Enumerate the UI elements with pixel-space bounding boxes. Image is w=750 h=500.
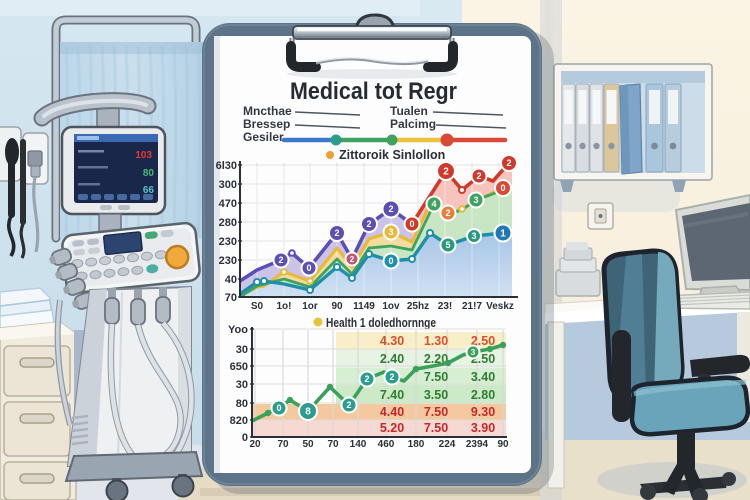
svg-text:224: 224 <box>439 439 456 450</box>
svg-text:5.20: 5.20 <box>380 421 404 435</box>
svg-text:80: 80 <box>236 398 248 410</box>
svg-text:70: 70 <box>277 439 289 450</box>
svg-text:Palcimg: Palcimg <box>390 117 436 131</box>
svg-text:3.90: 3.90 <box>471 421 495 435</box>
svg-text:2: 2 <box>506 158 511 168</box>
svg-text:20: 20 <box>249 439 261 450</box>
svg-text:Veskz: Veskz <box>486 301 514 312</box>
svg-text:3: 3 <box>471 348 476 357</box>
svg-text:0: 0 <box>409 219 414 229</box>
svg-text:2: 2 <box>346 400 351 410</box>
svg-text:70: 70 <box>225 292 237 304</box>
svg-text:2.50: 2.50 <box>471 334 495 348</box>
svg-text:21!7: 21!7 <box>462 301 482 312</box>
svg-text:1o!: 1o! <box>277 301 292 312</box>
svg-text:Health 1 doledhornnge: Health 1 doledhornnge <box>326 316 436 330</box>
svg-text:2: 2 <box>364 374 369 384</box>
svg-text:1.30: 1.30 <box>424 334 448 348</box>
svg-text:8: 8 <box>305 407 311 418</box>
svg-text:4.30: 4.30 <box>380 334 404 348</box>
svg-text:4: 4 <box>431 199 436 209</box>
svg-text:3.40: 3.40 <box>471 370 495 384</box>
svg-text:1ov: 1ov <box>382 301 400 312</box>
svg-text:2: 2 <box>350 255 355 264</box>
svg-text:2: 2 <box>388 204 393 214</box>
svg-text:2: 2 <box>334 228 339 238</box>
svg-text:2394: 2394 <box>466 439 489 450</box>
svg-text:Medical tot Regr: Medical tot Regr <box>290 78 457 105</box>
svg-text:2: 2 <box>443 167 449 178</box>
svg-text:7.50: 7.50 <box>424 370 448 384</box>
svg-text:90: 90 <box>331 301 343 312</box>
svg-text:Mncthae: Mncthae <box>243 104 292 118</box>
svg-text:5: 5 <box>445 240 450 250</box>
svg-text:7.50: 7.50 <box>424 405 448 419</box>
svg-text:30: 30 <box>236 344 248 356</box>
svg-text:3: 3 <box>388 227 393 237</box>
svg-text:6l30: 6l30 <box>216 160 237 172</box>
svg-text:3: 3 <box>471 231 476 241</box>
svg-text:4.40: 4.40 <box>380 405 404 419</box>
svg-text:0: 0 <box>500 183 505 193</box>
svg-text:30: 30 <box>236 379 248 391</box>
svg-text:0: 0 <box>242 432 248 444</box>
svg-text:3: 3 <box>473 195 478 205</box>
svg-text:Gesiler: Gesiler <box>243 130 284 144</box>
svg-text:1: 1 <box>500 229 506 240</box>
svg-text:2.80: 2.80 <box>471 388 495 402</box>
svg-text:0: 0 <box>276 403 281 413</box>
svg-text:1149: 1149 <box>353 301 375 312</box>
svg-text:23!: 23! <box>438 301 452 312</box>
svg-text:140: 140 <box>350 439 367 450</box>
svg-text:820: 820 <box>230 415 248 427</box>
svg-text:470: 470 <box>219 198 237 210</box>
svg-text:40: 40 <box>225 274 237 286</box>
svg-text:9.30: 9.30 <box>471 405 495 419</box>
svg-text:Yoo: Yoo <box>228 324 248 336</box>
svg-text:650: 650 <box>230 361 248 373</box>
svg-text:66: 66 <box>143 185 155 196</box>
svg-text:230: 230 <box>219 236 237 248</box>
svg-text:2: 2 <box>389 372 394 382</box>
svg-text:1or: 1or <box>302 301 318 312</box>
svg-text:80: 80 <box>143 168 155 179</box>
svg-text:7.50: 7.50 <box>424 421 448 435</box>
svg-text:2: 2 <box>445 208 450 218</box>
svg-text:460: 460 <box>378 439 395 450</box>
svg-text:2: 2 <box>476 171 481 181</box>
svg-text:Bressep: Bressep <box>243 117 290 131</box>
svg-text:2: 2 <box>366 219 371 229</box>
svg-text:Zittoroik Sinlollon: Zittoroik Sinlollon <box>339 148 445 162</box>
svg-text:0: 0 <box>388 256 393 266</box>
svg-text:2: 2 <box>278 255 283 265</box>
svg-text:25hz: 25hz <box>407 301 429 312</box>
svg-text:50: 50 <box>302 439 314 450</box>
svg-text:230: 230 <box>219 255 237 267</box>
svg-text:7.40: 7.40 <box>380 388 404 402</box>
svg-text:2.40: 2.40 <box>380 352 404 366</box>
svg-text:280: 280 <box>219 217 237 229</box>
svg-text:Tualen: Tualen <box>390 104 428 118</box>
svg-text:300: 300 <box>219 179 237 191</box>
svg-text:0: 0 <box>306 263 311 273</box>
svg-text:3.50: 3.50 <box>424 388 448 402</box>
svg-text:70: 70 <box>327 439 339 450</box>
svg-text:180: 180 <box>408 439 425 450</box>
svg-text:90: 90 <box>497 439 509 450</box>
svg-text:103: 103 <box>135 150 152 161</box>
svg-text:S0: S0 <box>251 301 264 312</box>
